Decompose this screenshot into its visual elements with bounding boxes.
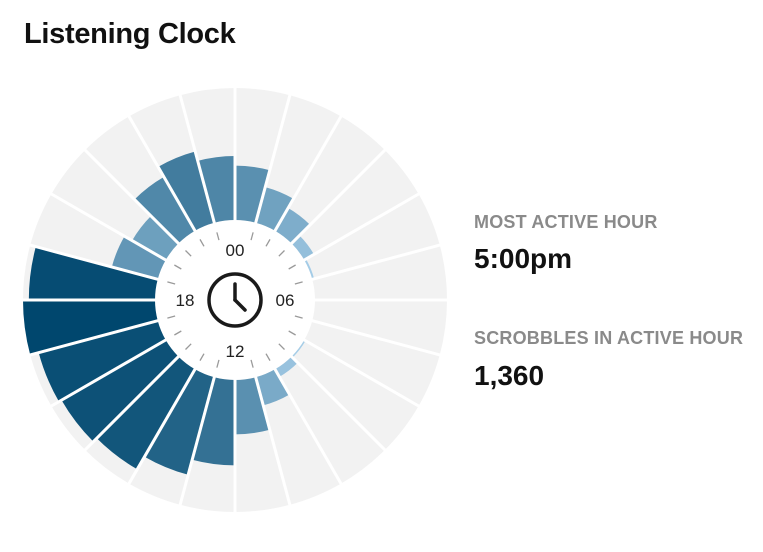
hour-bar-01[interactable] <box>255 187 294 231</box>
hour-bar-16[interactable] <box>38 320 166 402</box>
hour-track-07 <box>304 320 440 406</box>
hour-bar-09[interactable] <box>275 356 298 377</box>
hour-divider <box>48 191 169 263</box>
most-active-hour-label: MOST ACTIVE HOUR <box>474 212 658 232</box>
hour-divider <box>253 374 292 508</box>
hour-divider <box>301 191 422 263</box>
center-tick <box>185 343 192 350</box>
center-tick <box>278 250 285 257</box>
hour-track-09 <box>275 356 385 484</box>
center-tick <box>278 343 285 350</box>
hour-label-12: 12 <box>226 342 245 361</box>
hour-track-03 <box>291 150 419 260</box>
hour-divider <box>253 92 292 226</box>
hour-bar-15[interactable] <box>61 340 179 442</box>
center-tick <box>250 232 254 241</box>
hour-bar-21[interactable] <box>134 176 195 244</box>
hour-bar-14[interactable] <box>96 356 195 470</box>
active-hour-scrobbles-value: 1,360 <box>474 360 545 391</box>
hour-divider <box>178 92 217 226</box>
page-title: Listening Clock <box>24 18 236 50</box>
hour-divider <box>82 354 181 453</box>
hour-divider <box>309 318 443 357</box>
hour-bar-10[interactable] <box>255 369 290 406</box>
hour-bar-03[interactable] <box>291 235 314 260</box>
hour-divider <box>126 366 198 487</box>
hour-label-18: 18 <box>176 291 195 310</box>
hour-bar-08[interactable] <box>291 340 306 358</box>
hour-divider <box>301 337 422 409</box>
hour-bar-13[interactable] <box>144 369 215 475</box>
hour-divider <box>27 243 161 282</box>
center-tick <box>288 330 296 336</box>
center-tick <box>250 359 254 368</box>
hour-bar-20[interactable] <box>132 215 179 260</box>
hour-divider <box>289 354 388 453</box>
hour-divider <box>178 374 217 508</box>
hour-bar-19[interactable] <box>111 236 166 280</box>
hour-divider <box>27 318 161 357</box>
hour-divider <box>82 147 181 246</box>
hour-track-06 <box>312 300 447 355</box>
center-tick <box>199 353 205 361</box>
hour-bar-11[interactable] <box>235 377 270 435</box>
center-tick <box>167 315 176 319</box>
hour-bar-23[interactable] <box>197 155 235 223</box>
hour-label-06: 06 <box>276 291 295 310</box>
center-tick <box>294 315 303 319</box>
hour-divider <box>289 147 388 246</box>
center-tick <box>265 239 271 247</box>
hour-divider <box>272 113 344 234</box>
center-tick <box>167 281 176 285</box>
center-tick <box>199 239 205 247</box>
center-tick <box>216 359 220 368</box>
hour-track-10 <box>255 369 341 505</box>
center-tick <box>174 264 182 270</box>
center-tick <box>185 250 192 257</box>
hour-bar-00[interactable] <box>235 165 270 223</box>
center-tick <box>174 330 182 336</box>
hour-track-04 <box>304 194 440 280</box>
clock-center: 00 06 12 18 <box>156 221 314 379</box>
hour-dividers <box>21 86 449 514</box>
hour-bar-17[interactable] <box>23 300 158 355</box>
active-hour-scrobbles-label: SCROBBLES IN ACTIVE HOUR <box>474 328 744 348</box>
hour-divider <box>309 243 443 282</box>
hour-bar-12[interactable] <box>192 377 235 466</box>
hour-bar-18[interactable] <box>28 246 158 300</box>
center-tick <box>294 281 303 285</box>
center-tick <box>265 353 271 361</box>
hour-divider <box>48 337 169 409</box>
hour-bars <box>23 151 315 475</box>
hour-track-05 <box>312 245 447 300</box>
center-ticks <box>167 232 303 368</box>
hour-track-02 <box>275 116 385 244</box>
center-tick <box>216 232 220 241</box>
center-tick <box>288 264 296 270</box>
hour-label-00: 00 <box>226 241 245 260</box>
most-active-hour-value: 5:00pm <box>474 243 573 274</box>
hour-divider <box>126 113 198 234</box>
hour-bar-04[interactable] <box>304 259 315 280</box>
hour-track-08 <box>291 340 419 450</box>
hour-divider <box>272 366 344 487</box>
clock-icon <box>207 272 263 328</box>
